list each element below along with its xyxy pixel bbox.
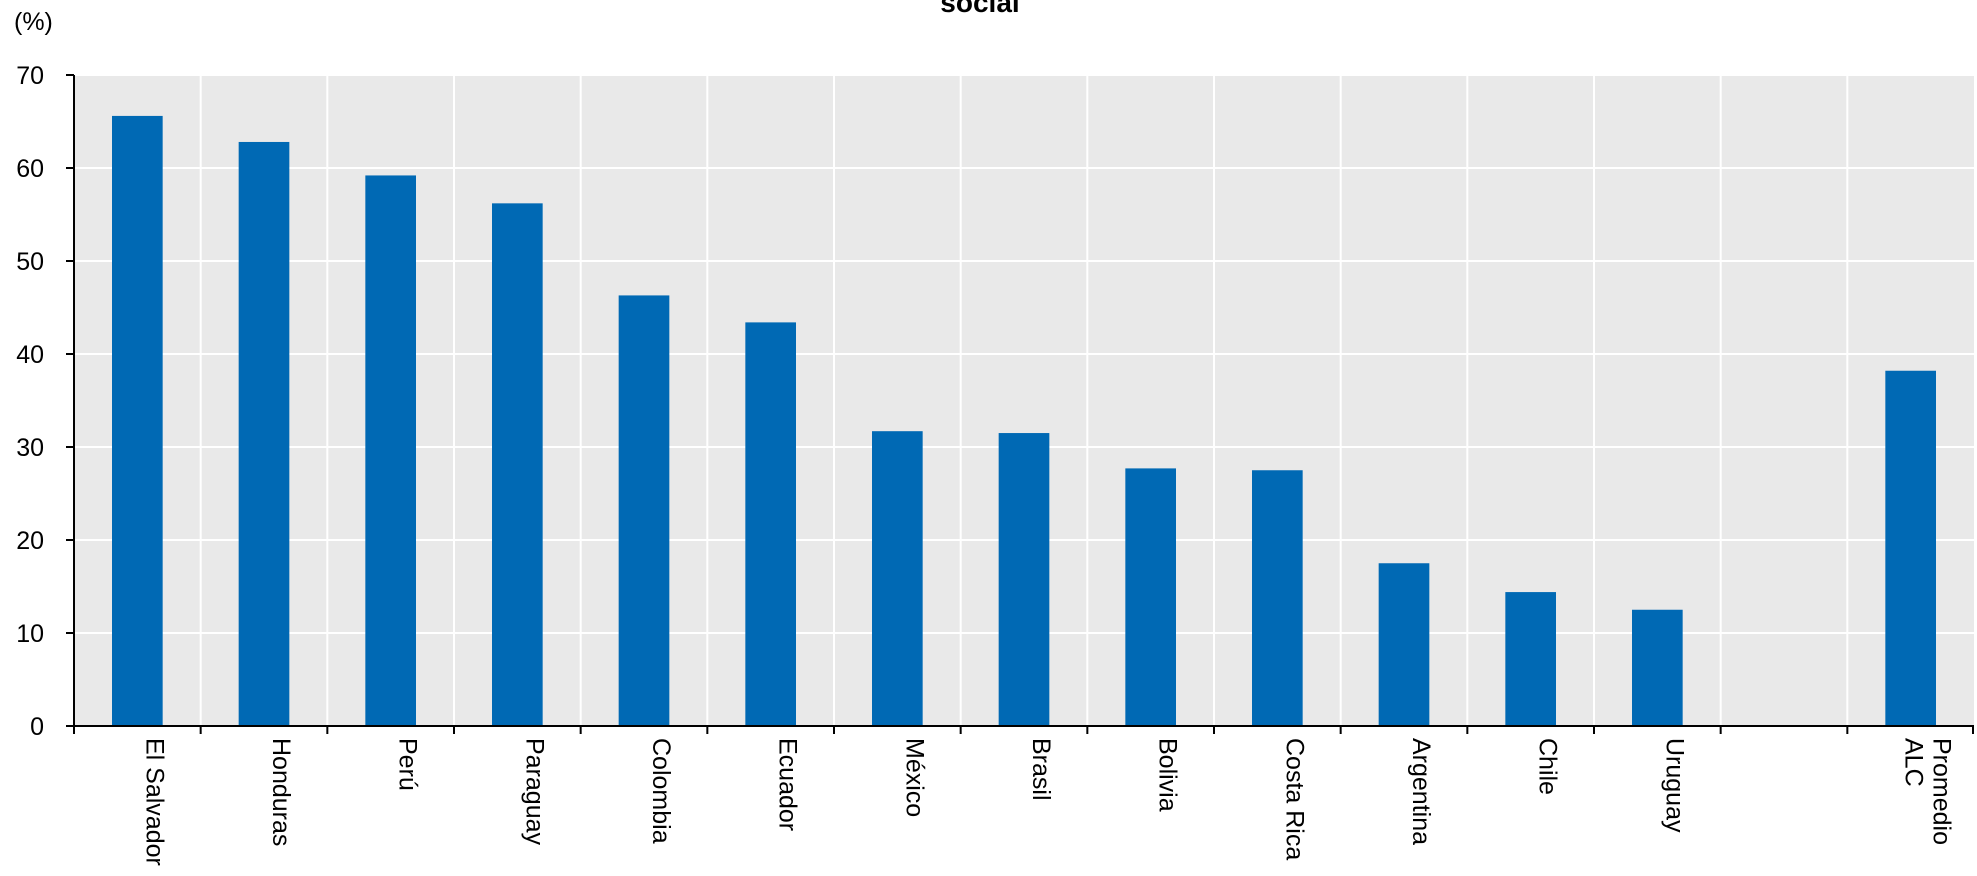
bar [1125,468,1176,726]
bar [492,203,543,727]
bar [1632,609,1683,726]
x-tick-label: El Salvador [140,738,168,866]
y-tick-label: 10 [16,620,44,648]
bar [745,322,796,726]
y-tick-label: 60 [16,155,44,183]
y-axis-label: (%) [14,8,53,36]
x-tick-label: Argentina [1407,738,1435,845]
x-tick-label: Colombia [647,738,675,844]
x-tick-label: Promedio [1928,738,1956,845]
x-tick-label: ALC [1900,738,1928,787]
bar-series [112,115,1936,727]
y-axis-ticks: 0 10 20 30 40 50 60 70 [16,62,74,741]
x-axis-labels: El Salvador Honduras Perú Paraguay Colombia E… [140,738,1955,866]
bar [238,141,290,726]
bar [1252,470,1303,726]
bar [1885,370,1936,726]
x-tick-label: Honduras [267,738,295,846]
bar [1505,592,1556,726]
x-tick-label: Costa Rica [1280,738,1308,860]
x-tick-label: México [900,738,928,817]
axes [73,75,1974,734]
x-tick-label: Paraguay [520,738,548,846]
bar [998,433,1050,726]
chart-title: social [940,0,1019,18]
y-tick-label: 70 [16,62,44,90]
y-tick-label: 0 [30,713,44,741]
x-tick-label: Uruguay [1660,738,1688,833]
x-tick-label: Ecuador [774,738,802,831]
bar [112,115,163,727]
vertical-gridlines [199,75,1849,726]
x-tick-label: Perú [394,738,422,791]
bar [872,431,923,726]
bar [618,295,670,726]
x-tick-label: Chile [1534,738,1562,795]
y-tick-label: 50 [16,248,44,276]
x-tick-label: Bolivia [1154,738,1182,812]
y-tick-label: 40 [16,341,44,369]
x-tick-label: Brasil [1027,738,1055,801]
y-tick-label: 20 [16,527,44,555]
bar [365,175,416,726]
bar [1378,563,1430,726]
y-tick-label: 30 [16,434,44,462]
